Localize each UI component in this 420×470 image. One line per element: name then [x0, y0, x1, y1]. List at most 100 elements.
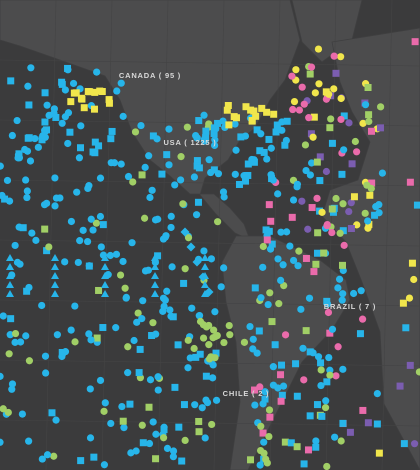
- marker: [141, 267, 150, 275]
- marker: [152, 455, 160, 463]
- marker: [351, 137, 359, 146]
- marker: [67, 326, 75, 334]
- marker: [92, 219, 101, 227]
- marker: [302, 254, 310, 262]
- marker: [313, 158, 321, 166]
- marker: [217, 283, 225, 291]
- marker: [359, 119, 367, 127]
- marker: [332, 372, 340, 380]
- marker: [300, 376, 308, 384]
- marker: [154, 252, 162, 260]
- marker: [365, 111, 373, 119]
- marker: [415, 368, 420, 376]
- marker: [177, 176, 185, 184]
- marker: [16, 338, 25, 346]
- marker: [281, 331, 290, 339]
- marker: [160, 434, 168, 442]
- marker: [367, 184, 375, 193]
- marker: [74, 258, 82, 267]
- marker: [165, 161, 173, 169]
- marker: [180, 401, 188, 409]
- marker: [337, 53, 345, 61]
- marker: [64, 66, 72, 74]
- marker: [235, 180, 243, 188]
- marker: [22, 332, 30, 340]
- marker: [356, 330, 364, 338]
- marker: [96, 174, 105, 182]
- marker: [347, 225, 355, 233]
- marker: [241, 132, 250, 140]
- marker: [338, 170, 346, 178]
- marker: [367, 127, 375, 135]
- marker: [278, 126, 286, 134]
- marker: [289, 256, 298, 265]
- marker: [146, 376, 155, 384]
- marker: [268, 240, 276, 248]
- marker: [413, 201, 420, 209]
- marker: [261, 395, 269, 403]
- marker: [265, 201, 273, 209]
- marker: [28, 229, 36, 237]
- marker: [51, 174, 59, 182]
- marker: [259, 429, 267, 437]
- marker: [192, 257, 202, 267]
- marker: [124, 343, 132, 351]
- marker: [279, 261, 287, 269]
- marker: [292, 360, 300, 368]
- marker: [348, 160, 356, 168]
- marker: [11, 241, 19, 250]
- marker: [152, 430, 160, 438]
- marker: [225, 121, 233, 129]
- marker: [184, 364, 192, 372]
- marker: [25, 357, 34, 365]
- marker: [91, 149, 99, 157]
- graticule-line: [381, 0, 393, 470]
- marker: [326, 366, 334, 374]
- marker: [307, 63, 316, 71]
- marker: [86, 434, 95, 442]
- marker: [364, 419, 372, 427]
- marker: [26, 157, 35, 165]
- marker: [118, 402, 126, 411]
- marker: [91, 138, 99, 146]
- marker: [145, 152, 153, 160]
- marker: [263, 155, 271, 163]
- marker: [410, 440, 419, 448]
- marker: [67, 217, 76, 226]
- marker: [130, 336, 138, 345]
- marker: [90, 453, 98, 461]
- graticule-line: [0, 59, 420, 67]
- marker: [119, 112, 127, 120]
- marker: [99, 324, 107, 332]
- marker: [323, 462, 331, 470]
- marker: [107, 135, 115, 143]
- marker: [51, 263, 59, 270]
- graticule-line: [0, 239, 420, 247]
- marker: [24, 82, 32, 90]
- marker: [350, 193, 358, 201]
- marker: [77, 457, 85, 465]
- marker: [323, 297, 331, 305]
- marker: [198, 272, 208, 282]
- marker: [208, 420, 216, 429]
- marker: [101, 272, 109, 279]
- marker: [121, 284, 129, 292]
- marker: [201, 290, 209, 297]
- marker: [406, 178, 414, 186]
- marker: [250, 107, 258, 115]
- marker: [210, 129, 218, 137]
- marker: [361, 101, 370, 109]
- marker: [38, 301, 46, 310]
- marker: [87, 336, 95, 344]
- marker: [408, 259, 416, 267]
- marker: [160, 426, 168, 434]
- marker: [99, 221, 107, 229]
- marker: [93, 334, 101, 342]
- marker: [232, 146, 240, 154]
- marker: [43, 126, 51, 134]
- country-label: CANADA ( 95 ): [119, 71, 181, 80]
- marker: [365, 117, 373, 126]
- marker: [323, 222, 331, 230]
- marker: [96, 212, 105, 221]
